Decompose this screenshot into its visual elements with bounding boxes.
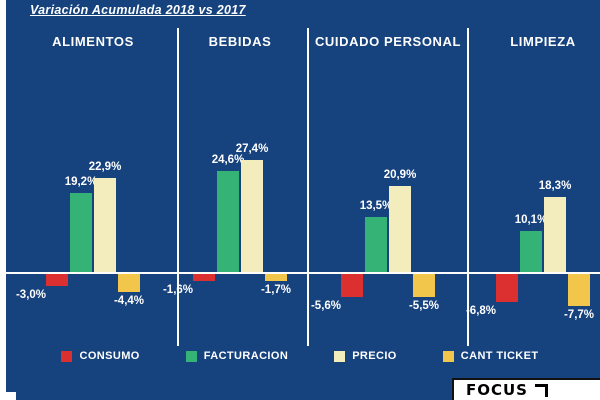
bar-value-label: -5,6% <box>310 300 342 312</box>
x-axis-line <box>6 272 600 274</box>
category-header: LIMPIEZA <box>510 34 576 49</box>
bottom-left-white-corner <box>0 392 16 400</box>
focus-logo: FOCUS <box>452 378 600 400</box>
bar-value-label: -7,7% <box>563 309 595 321</box>
legend-item-precio: PRECIO <box>334 350 397 362</box>
legend-swatch-precio <box>334 350 346 362</box>
bar-value-label: -3,0% <box>15 289 47 301</box>
bar-cant-ticket <box>568 274 590 306</box>
bar-value-label: 13,5% <box>359 200 393 212</box>
legend-swatch-cant-ticket <box>442 350 454 362</box>
bar-value-label: -1,6% <box>162 284 194 296</box>
bar-precio <box>544 197 566 272</box>
bar-cant-ticket <box>118 274 140 292</box>
bar-consumo <box>46 274 68 286</box>
bar-value-label: 27,4% <box>235 143 269 155</box>
column-separator <box>467 28 469 346</box>
bar-precio <box>94 178 116 272</box>
legend-label-facturacion: FACTURACION <box>203 350 289 362</box>
legend-swatch-consumo <box>61 350 73 362</box>
bar-facturacion <box>365 217 387 272</box>
bar-facturacion <box>217 171 239 272</box>
focus-logo-text: FOCUS <box>466 381 528 399</box>
focus-logo-mark <box>535 383 548 397</box>
bar-facturacion <box>520 231 542 272</box>
legend-swatch-facturacion <box>185 350 197 362</box>
bar-value-label: 19,2% <box>64 176 98 188</box>
legend-item-facturacion: FACTURACION <box>185 350 289 362</box>
legend-label-precio: PRECIO <box>352 350 397 362</box>
bar-value-label: -4,4% <box>113 295 145 307</box>
bar-value-label: 22,9% <box>88 161 122 173</box>
column-separator <box>307 28 309 346</box>
legend-item-consumo: CONSUMO <box>61 350 139 362</box>
bar-precio <box>241 160 263 272</box>
category-header: CUIDADO PERSONAL <box>314 34 462 49</box>
bar-value-label: -6,8% <box>465 305 497 317</box>
bar-consumo <box>496 274 518 302</box>
bar-facturacion <box>70 193 92 272</box>
bar-value-label: 24,6% <box>211 154 245 166</box>
chart-title: Variación Acumulada 2018 vs 2017 <box>30 3 246 17</box>
category-header: ALIMENTOS <box>52 34 134 49</box>
bar-value-label: 18,3% <box>538 180 572 192</box>
bar-cant-ticket <box>265 274 287 281</box>
bar-value-label: -1,7% <box>260 284 292 296</box>
legend-label-cant-ticket: CANT TICKET <box>460 350 539 362</box>
bar-value-label: -5,5% <box>408 300 440 312</box>
legend: CONSUMO FACTURACION PRECIO CANT TICKET <box>0 350 600 362</box>
bar-cant-ticket <box>413 274 435 297</box>
bar-consumo <box>193 274 215 281</box>
bar-value-label: 10,1% <box>514 214 548 226</box>
bar-value-label: 20,9% <box>383 169 417 181</box>
legend-label-consumo: CONSUMO <box>79 350 140 362</box>
legend-item-cant-ticket: CANT TICKET <box>442 350 539 362</box>
left-white-strip <box>0 0 6 400</box>
bar-consumo <box>341 274 363 297</box>
column-separator <box>177 28 179 346</box>
bar-precio <box>389 186 411 272</box>
category-header: BEBIDAS <box>208 34 272 49</box>
